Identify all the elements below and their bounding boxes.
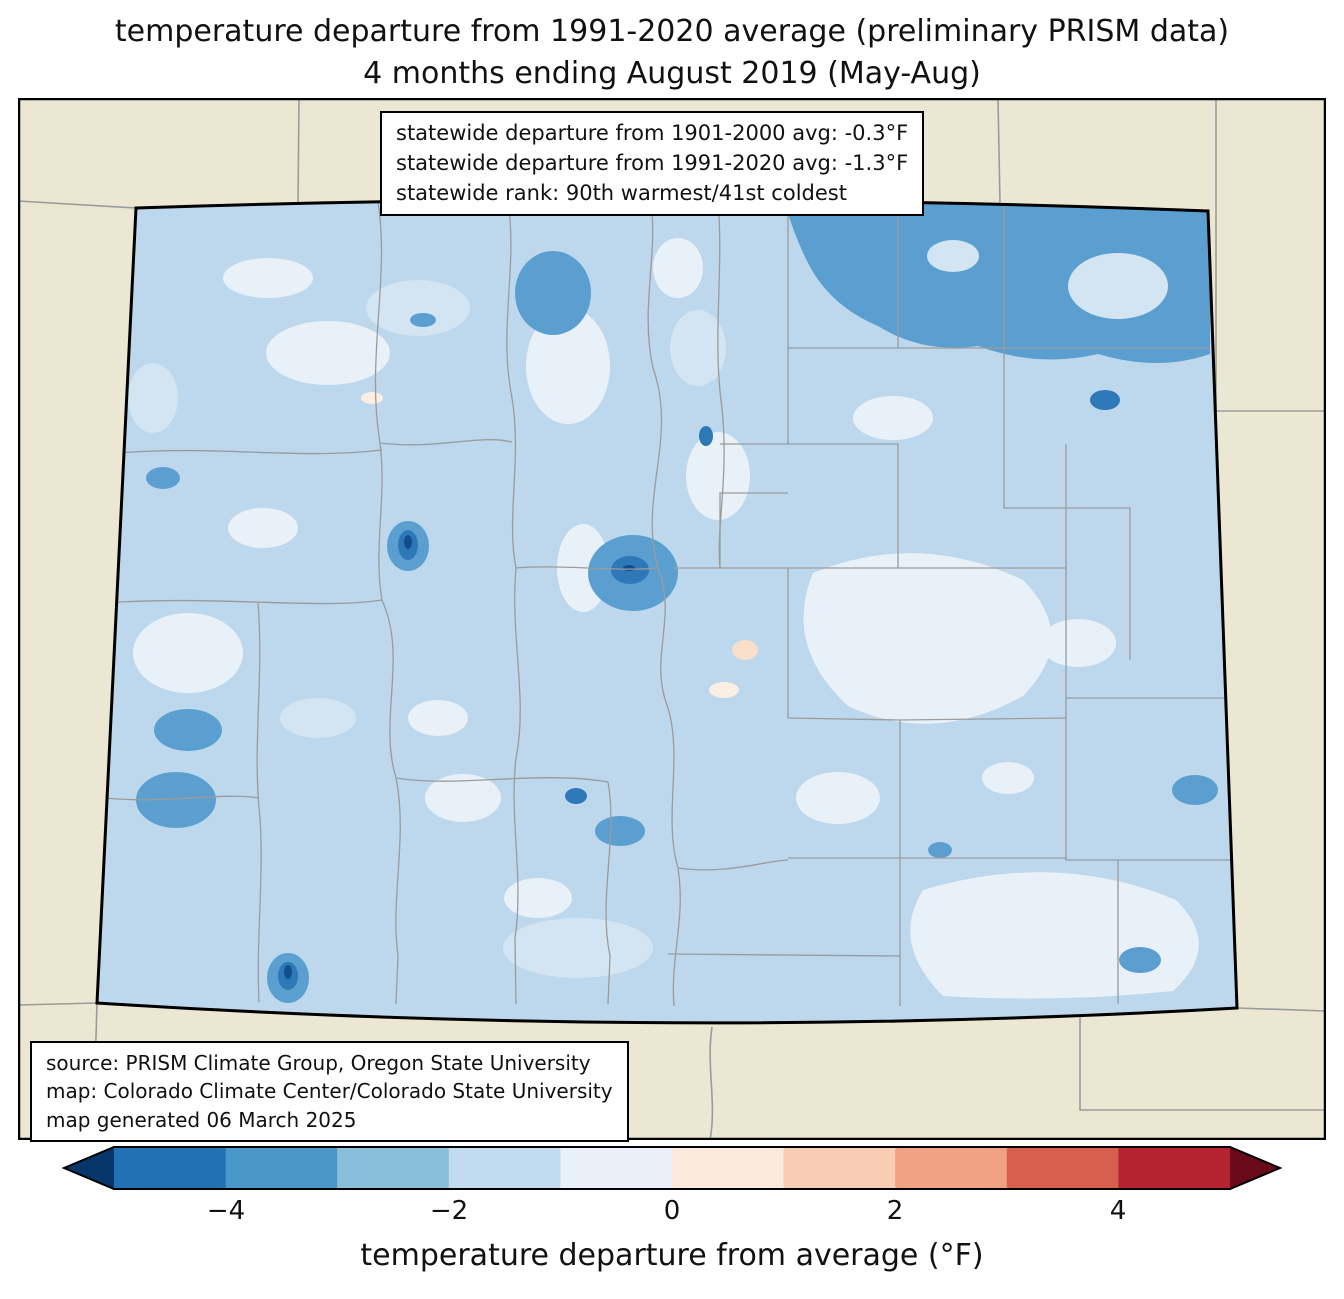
cold-anomaly-blobs [136, 202, 1218, 1003]
colorado-map-canvas [18, 98, 1326, 1140]
source-line-3: map generated 06 March 2025 [46, 1107, 357, 1132]
colorbar-tick-4: 4 [1109, 1196, 1127, 1226]
colorbar-tick-neg4: −4 [206, 1196, 246, 1226]
statewide-stats-box: statewide departure from 1901-2000 avg: … [380, 111, 925, 217]
colorbar-axis-label: temperature departure from average (°F) [360, 1238, 984, 1273]
stats-line-1: statewide departure from 1901-2000 avg: … [396, 121, 909, 145]
lightest-anomaly-patches [133, 238, 1199, 999]
source-attribution-box: source: PRISM Climate Group, Oregon Stat… [30, 1041, 629, 1143]
county-boundary-lines [103, 201, 1237, 1007]
ne-region-light-holes [927, 240, 1168, 319]
colorbar-tick-neg2: −2 [429, 1196, 469, 1226]
source-line-1: source: PRISM Climate Group, Oregon Stat… [46, 1051, 591, 1075]
light-anomaly-patches [128, 280, 726, 978]
colorbar-left-arrow [64, 1147, 114, 1189]
map-frame [18, 98, 1326, 1140]
colorbar [62, 1146, 1282, 1190]
stats-line-2: statewide departure from 1991-2020 avg: … [396, 150, 909, 175]
stats-line-3: statewide rank: 90th warmest/41st coldes… [396, 180, 847, 205]
colorbar-right-arrow [1230, 1147, 1280, 1189]
colorbar-tick-2: 2 [886, 1196, 904, 1226]
colorbar-segments [114, 1147, 1230, 1189]
warm-anomaly-spots [361, 392, 758, 698]
figure-title-line1: temperature departure from 1991-2020 ave… [114, 14, 1230, 49]
figure-title-line2: 4 months ending August 2019 (May-Aug) [363, 56, 981, 91]
colorbar-tick-0: 0 [663, 1196, 681, 1226]
colorado-base [97, 199, 1237, 1023]
colorbar-outline [62, 1146, 1282, 1190]
source-line-2: map: Colorado Climate Center/Colorado St… [46, 1079, 613, 1104]
